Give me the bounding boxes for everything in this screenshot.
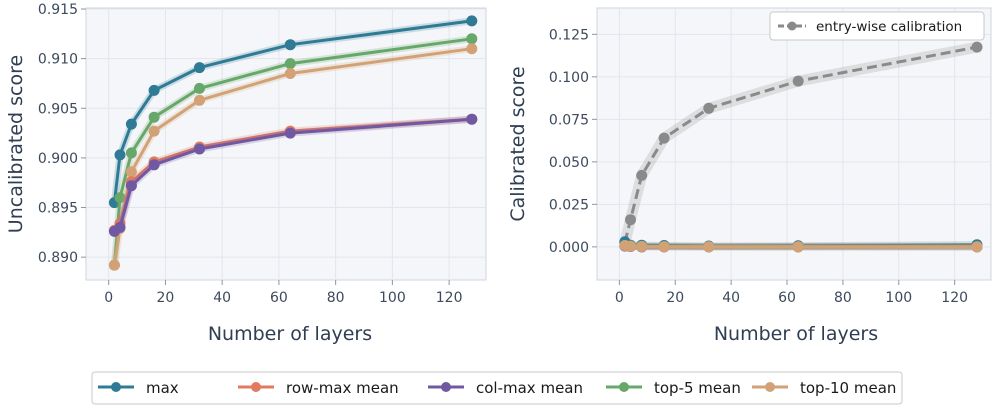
- right-chart: 0 20 40 60 80 100 120 0.000 0.025 0.050 0.075 0.10…: [507, 7, 992, 345]
- left-point-top-5-mean: [194, 82, 205, 94]
- left-point-col-max-mean: [284, 127, 296, 139]
- legend-label-top-5-mean: top-5 mean: [654, 379, 741, 397]
- right-legend-swatch-marker: [787, 21, 797, 31]
- right-y-ticks: 0.000 0.025 0.050 0.075 0.100 0.125: [549, 27, 597, 256]
- left-x-tick-label: 0: [104, 290, 113, 306]
- left-plot-area: [85, 7, 487, 281]
- right-point-top-10-mean: [636, 241, 648, 252]
- right-point-top-10-mean: [971, 241, 983, 253]
- bottom-legend: max row-max mean col-max mean top-5 mean top…: [91, 371, 903, 405]
- left-point-max: [194, 62, 205, 74]
- legend-label-row-max-mean: row-max mean: [286, 379, 399, 397]
- right-point-entry-wise-calibration: [703, 102, 715, 114]
- right-x-tick-label: 120: [941, 290, 968, 306]
- left-point-top-10-mean: [108, 259, 120, 271]
- left-x-tick-label: 20: [157, 290, 175, 306]
- left-point-col-max-mean: [194, 143, 205, 155]
- left-point-col-max-mean: [148, 159, 160, 171]
- right-x-tick-label: 80: [834, 290, 852, 306]
- legend-label-col-max-mean: col-max mean: [476, 379, 583, 397]
- right-point-top-10-mean: [625, 240, 636, 252]
- left-chart: 0 20 40 60 80 100 120 0.890 0.895 0.900 0.905 0.91…: [5, 2, 487, 345]
- right-y-tick-label: 0.100: [549, 70, 589, 86]
- right-point-entry-wise-calibration: [636, 169, 648, 181]
- left-point-top-5-mean: [284, 58, 296, 70]
- legend-swatch-marker-col-max-mean: [441, 382, 451, 392]
- bottom-legend-items: max row-max mean col-max mean top-5 mean top…: [98, 379, 896, 397]
- left-y-tick-label: 0.900: [38, 151, 78, 167]
- left-x-tick-label: 100: [379, 290, 406, 306]
- left-point-col-max-mean: [125, 180, 137, 192]
- left-point-max: [284, 39, 296, 51]
- left-point-top-5-mean: [114, 192, 126, 204]
- left-y-tick-label: 0.910: [38, 52, 78, 68]
- left-point-top-10-mean: [125, 166, 137, 178]
- left-x-tick-label: 80: [327, 290, 345, 306]
- right-legend: entry-wise calibration: [769, 11, 985, 41]
- left-point-top-5-mean: [466, 33, 478, 45]
- left-y-tick-label: 0.905: [38, 101, 78, 117]
- right-series: [619, 41, 983, 253]
- right-point-entry-wise-calibration: [792, 75, 804, 87]
- left-x-tick-label: 120: [436, 290, 463, 306]
- legend-label-max: max: [146, 379, 179, 397]
- right-point-entry-wise-calibration: [971, 41, 983, 53]
- right-y-tick-label: 0.125: [549, 27, 589, 43]
- left-point-top-10-mean: [148, 125, 160, 137]
- left-x-axis-label: Number of layers: [208, 323, 372, 345]
- left-point-top-10-mean: [284, 68, 296, 79]
- left-series: [108, 15, 478, 271]
- right-y-axis-label: Calibrated score: [507, 66, 529, 221]
- left-x-tick-label: 60: [270, 290, 288, 306]
- right-legend-label: entry-wise calibration: [816, 19, 962, 35]
- legend-swatch-marker-max: [111, 382, 121, 392]
- legend-label-top-10-mean: top-10 mean: [800, 379, 896, 397]
- right-x-ticks: 0 20 40 60 80 100 120: [615, 280, 968, 306]
- left-point-top-10-mean: [194, 94, 205, 106]
- left-point-max: [466, 15, 478, 27]
- right-y-tick-label: 0.000: [549, 240, 589, 256]
- left-x-ticks: 0 20 40 60 80 100 120: [104, 280, 462, 306]
- legend-swatch-marker-top-10-mean: [765, 382, 775, 392]
- left-y-tick-label: 0.895: [38, 201, 78, 217]
- left-point-max: [114, 149, 126, 161]
- right-x-tick-label: 60: [778, 290, 796, 306]
- legend-swatch-marker-top-5-mean: [619, 382, 629, 392]
- right-point-entry-wise-calibration: [625, 214, 636, 226]
- right-point-top-10-mean: [658, 241, 670, 253]
- right-x-tick-label: 20: [666, 290, 684, 306]
- left-y-tick-label: 0.890: [38, 250, 78, 266]
- legend-swatch-marker-row-max-mean: [251, 382, 261, 392]
- right-point-top-10-mean: [703, 241, 715, 253]
- right-y-tick-label: 0.050: [549, 155, 589, 171]
- left-point-top-5-mean: [125, 147, 137, 159]
- right-x-axis-label: Number of layers: [714, 323, 878, 345]
- right-y-tick-label: 0.025: [549, 197, 589, 213]
- left-point-max: [148, 84, 160, 96]
- left-point-max: [125, 118, 137, 130]
- left-y-tick-label: 0.915: [38, 2, 78, 18]
- left-point-col-max-mean: [466, 113, 478, 125]
- left-point-col-max-mean: [114, 221, 126, 233]
- left-y-ticks: 0.890 0.895 0.900 0.905 0.910 0.915: [38, 2, 86, 266]
- bottom-legend-box: [91, 371, 903, 405]
- right-x-tick-label: 100: [885, 290, 912, 306]
- right-x-tick-label: 40: [722, 290, 740, 306]
- right-x-tick-label: 0: [615, 290, 624, 306]
- left-point-top-10-mean: [466, 43, 478, 55]
- left-point-top-5-mean: [148, 111, 160, 123]
- right-y-tick-label: 0.075: [549, 112, 589, 128]
- right-legend-box: [769, 11, 985, 41]
- right-plot-area: [596, 7, 992, 281]
- left-x-tick-label: 40: [213, 290, 231, 306]
- right-point-entry-wise-calibration: [658, 132, 670, 144]
- left-y-axis-label: Uncalibrated score: [5, 55, 27, 233]
- right-point-top-10-mean: [792, 241, 804, 253]
